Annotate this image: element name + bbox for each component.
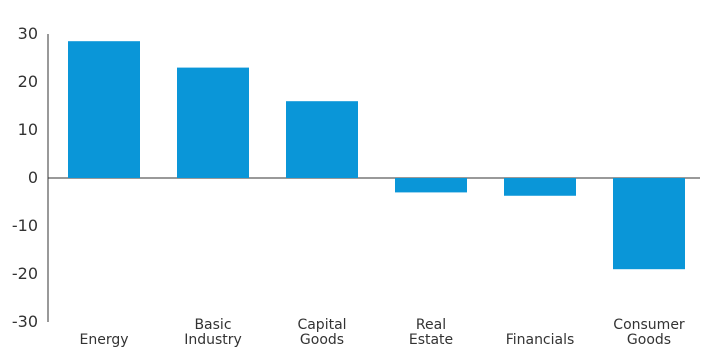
y-axis-ticks: 30 20 10 0 -10 -20 -30: [12, 24, 38, 331]
y-tick-label: -20: [12, 264, 38, 283]
y-tick-label: -30: [12, 312, 38, 331]
y-tick-label: 10: [18, 120, 38, 139]
y-tick-label: 20: [18, 72, 38, 91]
bar: [395, 178, 467, 193]
x-category-label: Consumer Goods: [613, 317, 685, 348]
x-category-label: Energy: [79, 332, 128, 348]
bar: [177, 67, 249, 178]
bar: [286, 101, 358, 178]
bar: [68, 41, 140, 179]
y-tick-label: 30: [18, 24, 38, 43]
x-category-label: Real Estate: [409, 317, 453, 348]
x-category-label: Financials: [506, 332, 575, 348]
bar: [504, 178, 576, 196]
category-labels: Energy Basic Industry Capital Goods Real Estat…: [79, 317, 684, 348]
x-category-label: Capital Goods: [297, 317, 346, 348]
x-category-label: Basic Industry: [184, 317, 242, 348]
bars: [68, 41, 685, 270]
y-tick-label: -10: [12, 216, 38, 235]
y-tick-label: 0: [28, 168, 38, 187]
bar: [613, 178, 685, 270]
